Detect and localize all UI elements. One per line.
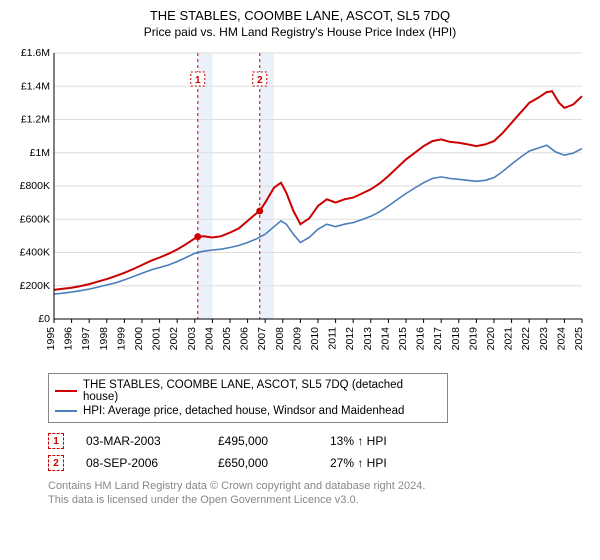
svg-text:1997: 1997 — [80, 327, 92, 351]
svg-text:2011: 2011 — [327, 327, 339, 350]
svg-text:2008: 2008 — [274, 327, 286, 351]
svg-text:1996: 1996 — [63, 327, 75, 351]
price-chart: £0 £200K £400K £600K £800K £1M £1.2M £1.4M £1.6M… — [10, 47, 590, 367]
footer-line-2: This data is licensed under the Open Gov… — [48, 493, 590, 507]
svg-text:£1.6M: £1.6M — [21, 47, 50, 59]
svg-text:£200K: £200K — [20, 280, 50, 292]
svg-text:2013: 2013 — [362, 327, 374, 351]
svg-text:2019: 2019 — [467, 327, 479, 351]
footer-line-1: Contains HM Land Registry data © Crown c… — [48, 479, 590, 493]
svg-text:2004: 2004 — [203, 327, 215, 351]
svg-text:1999: 1999 — [115, 327, 127, 351]
svg-text:£1.4M: £1.4M — [21, 80, 50, 92]
legend: THE STABLES, COOMBE LANE, ASCOT, SL5 7DQ… — [48, 373, 448, 423]
chart-title: THE STABLES, COOMBE LANE, ASCOT, SL5 7DQ — [10, 8, 590, 23]
svg-text:2000: 2000 — [133, 327, 145, 351]
transaction-price: £650,000 — [218, 456, 308, 470]
legend-label-hpi: HPI: Average price, detached house, Wind… — [83, 405, 404, 417]
transaction-hpi: 27% ↑ HPI — [330, 456, 420, 470]
legend-swatch-property — [55, 390, 77, 392]
svg-text:2025: 2025 — [573, 327, 585, 351]
legend-row-property: THE STABLES, COOMBE LANE, ASCOT, SL5 7DQ… — [55, 378, 441, 404]
svg-text:1995: 1995 — [45, 327, 57, 351]
transaction-badge: 2 — [48, 455, 64, 471]
svg-text:2002: 2002 — [168, 327, 180, 351]
svg-text:2003: 2003 — [186, 327, 198, 351]
svg-text:2007: 2007 — [256, 327, 268, 351]
svg-text:2009: 2009 — [291, 327, 303, 351]
svg-text:2015: 2015 — [397, 327, 409, 351]
svg-text:£0: £0 — [38, 313, 50, 325]
transaction-price: £495,000 — [218, 434, 308, 448]
svg-text:2: 2 — [257, 75, 263, 86]
transaction-hpi: 13% ↑ HPI — [330, 434, 420, 448]
svg-text:1998: 1998 — [98, 327, 110, 351]
svg-text:£1.2M: £1.2M — [21, 114, 50, 126]
svg-text:2016: 2016 — [415, 327, 427, 351]
legend-label-property: THE STABLES, COOMBE LANE, ASCOT, SL5 7DQ… — [83, 379, 441, 403]
transaction-row: 2 08-SEP-2006 £650,000 27% ↑ HPI — [48, 455, 590, 471]
svg-text:2022: 2022 — [520, 327, 532, 351]
svg-text:£800K: £800K — [20, 180, 50, 192]
svg-text:2006: 2006 — [239, 327, 251, 351]
svg-text:2020: 2020 — [485, 327, 497, 351]
legend-swatch-hpi — [55, 410, 77, 412]
svg-text:£600K: £600K — [20, 213, 50, 225]
svg-text:2021: 2021 — [503, 327, 515, 351]
svg-text:£1M: £1M — [30, 147, 50, 159]
svg-text:2001: 2001 — [151, 327, 163, 351]
transactions-table: 1 03-MAR-2003 £495,000 13% ↑ HPI 2 08-SEP-200… — [48, 433, 590, 471]
legend-row-hpi: HPI: Average price, detached house, Wind… — [55, 404, 441, 418]
svg-text:£400K: £400K — [20, 247, 50, 259]
svg-text:2023: 2023 — [538, 327, 550, 351]
svg-text:2012: 2012 — [344, 327, 356, 351]
svg-text:2017: 2017 — [432, 327, 444, 351]
svg-text:2005: 2005 — [221, 327, 233, 351]
transaction-badge: 1 — [48, 433, 64, 449]
chart-area: £0 £200K £400K £600K £800K £1M £1.2M £1.4M £1.6M… — [10, 47, 590, 367]
svg-text:2018: 2018 — [450, 327, 462, 351]
svg-text:2014: 2014 — [379, 327, 391, 351]
transaction-row: 1 03-MAR-2003 £495,000 13% ↑ HPI — [48, 433, 590, 449]
transaction-date: 03-MAR-2003 — [86, 434, 196, 448]
transaction-date: 08-SEP-2006 — [86, 456, 196, 470]
footer-attribution: Contains HM Land Registry data © Crown c… — [48, 479, 590, 508]
svg-text:2010: 2010 — [309, 327, 321, 351]
svg-text:1: 1 — [195, 75, 201, 86]
chart-subtitle: Price paid vs. HM Land Registry's House … — [10, 25, 590, 39]
svg-text:2024: 2024 — [555, 327, 567, 351]
